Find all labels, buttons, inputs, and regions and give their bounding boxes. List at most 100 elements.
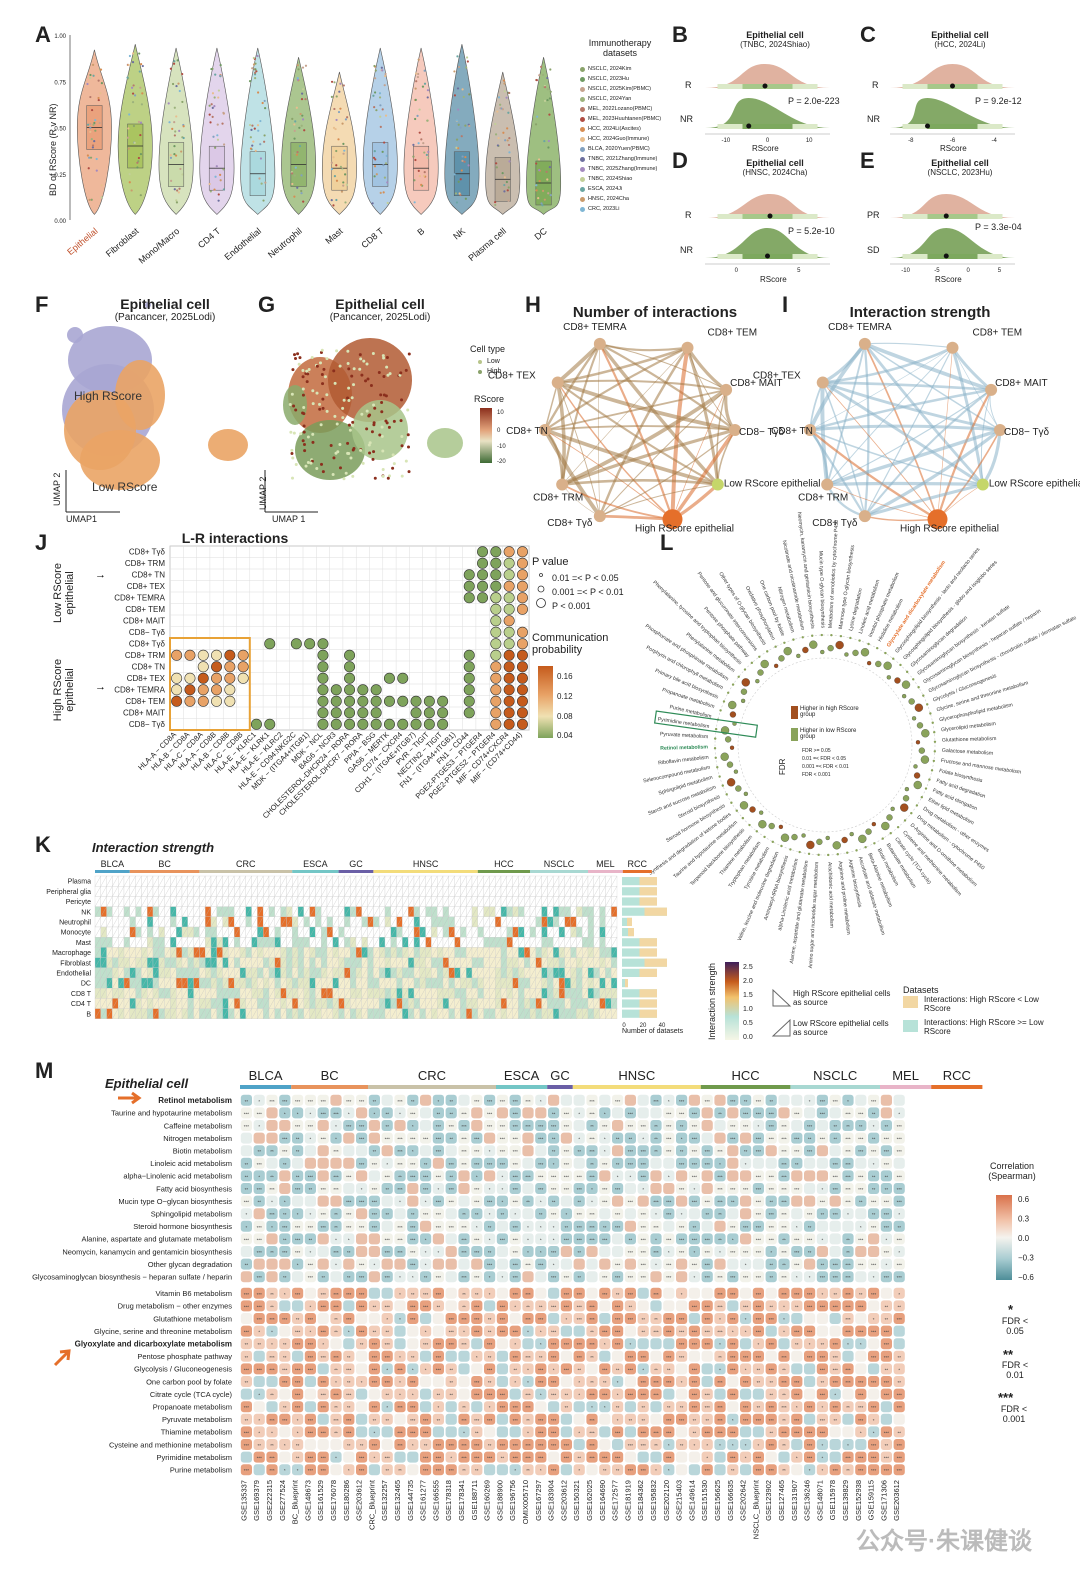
panel-m-cell-sig: ***: [346, 1200, 352, 1205]
panel-m-cell-sig: **: [603, 1225, 607, 1230]
panel-m-cell-sig: ***: [487, 1162, 493, 1167]
panel-j-dot: [463, 592, 475, 604]
panel-k-cancer-bar: [477, 870, 530, 873]
panel-g-legend-dot-high: [478, 370, 482, 374]
panel-m-cell-sig: *: [310, 1137, 312, 1142]
panel-a-point: [461, 159, 464, 162]
panel-a-point: [335, 198, 338, 202]
panel-a-point: [546, 178, 549, 181]
panel-d-median-r: [767, 213, 773, 219]
panel-g-point: [325, 357, 329, 361]
panel-m-cell-sig: *: [399, 1111, 401, 1116]
panel-a-point: [92, 123, 95, 126]
panel-m-cell-sig: *: [719, 1162, 721, 1167]
panel-l-dot: [825, 835, 830, 841]
panel-a-point: [455, 119, 459, 122]
panel-a-point: [536, 115, 539, 118]
panel-m-cell-sig: ***: [372, 1225, 378, 1230]
panel-m-cell-sig: **: [859, 1200, 863, 1205]
panel-m-cell: [727, 1145, 739, 1157]
panel-j-dot: [503, 638, 515, 650]
panel-m-cell: [304, 1195, 316, 1207]
panel-m-cell-sig: **: [373, 1149, 377, 1154]
panel-m-cell-sig: ***: [705, 1162, 711, 1167]
panel-m-cell-sig: ***: [589, 1137, 595, 1142]
panel-h-edge: [599, 483, 718, 517]
panel-k-diag: [367, 875, 374, 887]
panel-k-diag: [379, 875, 386, 887]
panel-l-outer-dot: [713, 737, 717, 740]
panel-k-diag: [274, 875, 281, 887]
panel-m-cell-sig: ***: [487, 1111, 493, 1116]
panel-k-diag: [384, 875, 391, 887]
panel-h-node-label: CD8+ Tγδ: [547, 518, 593, 529]
panel-l-outer-dot: [836, 853, 839, 856]
panel-k-row-label: Neutrophil: [59, 919, 91, 926]
panel-l-dot: [844, 652, 849, 657]
panel-l-dot: [760, 659, 769, 669]
panel-m-cell-sig: **: [539, 1212, 543, 1217]
panel-k-row-label: NK: [81, 909, 91, 916]
panel-m-cell-sig: **: [334, 1212, 338, 1217]
panel-a-xtick: NK: [451, 226, 467, 242]
panel-l-dot: [729, 711, 737, 718]
panel-m-cell-sig: ***: [845, 1174, 851, 1179]
panel-m-cell-sig: ***: [858, 1187, 864, 1192]
panel-d-xtick: 5: [797, 268, 801, 274]
panel-a-point: [209, 121, 212, 124]
panel-m-cell: [880, 1107, 892, 1119]
panel-a-point: [426, 156, 429, 159]
panel-a-point: [99, 68, 103, 71]
panel-l-dot: [806, 840, 815, 850]
panel-j-dot: [437, 718, 449, 730]
panel-m-cell-sig: **: [846, 1124, 850, 1129]
panel-m-cell: [637, 1107, 649, 1119]
panel-g-legend-dot-low: [478, 360, 482, 364]
panel-m-cell: [778, 1094, 790, 1106]
panel-i-edge: [864, 389, 992, 517]
panel-a-point: [453, 94, 457, 97]
panel-l-pathway-label: Riboflavin metabolism: [658, 755, 709, 767]
panel-a-point: [346, 116, 349, 119]
panel-m-cell: [804, 1157, 816, 1169]
panel-m-cell-sig: ***: [794, 1187, 800, 1192]
panel-l-outer-dot: [758, 655, 761, 658]
panel-a-point: [214, 175, 217, 178]
panel-d-xtick: 0: [735, 268, 739, 274]
panel-a-point: [502, 131, 505, 134]
panel-m-cell-sig: ***: [474, 1162, 480, 1167]
panel-m-cell-sig: ***: [756, 1174, 762, 1179]
panel-h-node: [662, 509, 683, 530]
panel-m-cell-sig: **: [731, 1200, 735, 1205]
panel-k-cancer-label: ESCA: [303, 859, 328, 869]
panel-m-cell: [701, 1107, 713, 1119]
panel-a-point: [95, 169, 98, 172]
panel-j-dot: [477, 592, 489, 604]
panel-j-dot: [463, 569, 475, 581]
panel-a-xtick: Epithelial: [65, 226, 99, 257]
panel-a-point: [465, 56, 469, 59]
panel-m-cell-sig: ***: [295, 1237, 301, 1242]
panel-l-dot: [735, 785, 742, 792]
panel-m-cancer-label: HCC: [732, 1068, 760, 1083]
panel-a-point: [213, 96, 216, 99]
panel-m-cell-sig: *: [668, 1174, 670, 1179]
panel-i-edge: [827, 481, 983, 487]
panel-m-cell-sig: ***: [538, 1174, 544, 1179]
panel-m-cell-sig: ***: [615, 1212, 621, 1217]
panel-m-cell: [330, 1157, 342, 1169]
panel-j-dot: [171, 695, 183, 707]
panel-k-diag: [425, 875, 432, 887]
panel-m-cell: [663, 1157, 675, 1169]
panel-k-diag: [541, 875, 548, 887]
panel-e-xtick: 5: [998, 268, 1002, 274]
panel-a-point: [494, 133, 498, 136]
panel-j-dot: [503, 661, 515, 673]
panel-m-cell-sig: ***: [781, 1162, 787, 1167]
panel-j-dot: [516, 672, 528, 684]
panel-m-cell: [791, 1094, 803, 1106]
panel-m-cell-sig: ***: [781, 1187, 787, 1192]
panel-a-point: [180, 150, 183, 153]
panel-a-point: [507, 143, 511, 147]
panel-m-cell-sig: ***: [705, 1099, 711, 1104]
